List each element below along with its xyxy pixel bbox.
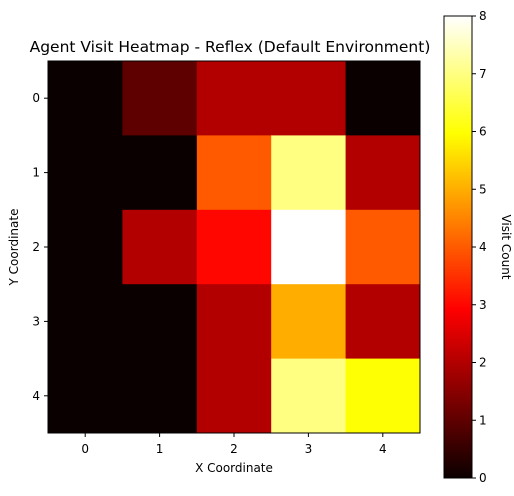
heatmap-cell-r2-c2	[196, 209, 272, 285]
heatmap-cell-r4-c3	[271, 358, 347, 434]
heatmap-cell-r4-c2	[196, 358, 272, 434]
heatmap-cells	[48, 61, 421, 434]
x-axis-ticks: 0 1 2 3 4	[81, 433, 387, 456]
heatmap-cell-r1-c0	[48, 135, 123, 211]
heatmap-cell-r1-c3	[271, 135, 347, 211]
heatmap-cell-r3-c4	[345, 284, 421, 360]
colorbar-tick-label: 2	[479, 356, 487, 370]
y-tick-label: 3	[32, 314, 40, 328]
heatmap-cell-r0-c1	[122, 61, 198, 136]
colorbar-tick-label: 8	[479, 9, 487, 23]
heatmap-cell-r4-c1	[122, 358, 198, 434]
x-axis-label: X Coordinate	[195, 461, 273, 475]
colorbar-tick-label: 6	[479, 125, 487, 139]
heatmap-cell-r0-c3	[271, 61, 347, 136]
y-tick-label: 0	[32, 91, 40, 105]
colorbar-label: Visit Count	[499, 214, 513, 279]
y-tick-label: 4	[32, 389, 40, 403]
colorbar	[443, 15, 473, 479]
heatmap-cell-r3-c3	[271, 284, 347, 360]
chart-title: Agent Visit Heatmap - Reflex (Default En…	[30, 38, 431, 56]
heatmap-cell-r1-c4	[345, 135, 421, 211]
heatmap-cell-r4-c0	[48, 358, 123, 434]
colorbar-tick-label: 5	[479, 182, 487, 196]
heatmap-cell-r4-c4	[345, 358, 421, 434]
x-tick-label: 4	[379, 442, 387, 456]
colorbar-tick-label: 7	[479, 67, 487, 81]
heatmap-cell-r2-c4	[345, 209, 421, 285]
colorbar-tick-label: 4	[479, 240, 487, 254]
colorbar-ticks: 0 1 2 3 4 5 6 7 8	[472, 9, 487, 485]
heatmap-cell-r2-c3	[271, 209, 347, 285]
heatmap-cell-r3-c2	[196, 284, 272, 360]
y-axis-ticks: 0 1 2 3 4	[32, 91, 48, 403]
heatmap-cell-r3-c0	[48, 284, 123, 360]
heatmap-cell-r1-c1	[122, 135, 198, 211]
heatmap-cell-r0-c2	[196, 61, 272, 136]
colorbar-tick-label: 0	[479, 471, 487, 485]
x-tick-label: 2	[230, 442, 238, 456]
y-tick-label: 2	[32, 240, 40, 254]
heatmap-cell-r0-c4	[345, 61, 421, 136]
x-tick-label: 0	[81, 442, 89, 456]
x-tick-label: 1	[156, 442, 164, 456]
heatmap-cell-r3-c1	[122, 284, 198, 360]
heatmap-cell-r1-c2	[196, 135, 272, 211]
heatmap-cell-r2-c0	[48, 209, 123, 285]
colorbar-tick-label: 1	[479, 413, 487, 427]
colorbar-tick-label: 3	[479, 298, 487, 312]
x-tick-label: 3	[305, 442, 313, 456]
heatmap-cell-r0-c0	[48, 61, 123, 136]
y-tick-label: 1	[32, 166, 40, 180]
heatmap-cell-r2-c1	[122, 209, 198, 285]
y-axis-label: Y Coordinate	[7, 209, 21, 287]
